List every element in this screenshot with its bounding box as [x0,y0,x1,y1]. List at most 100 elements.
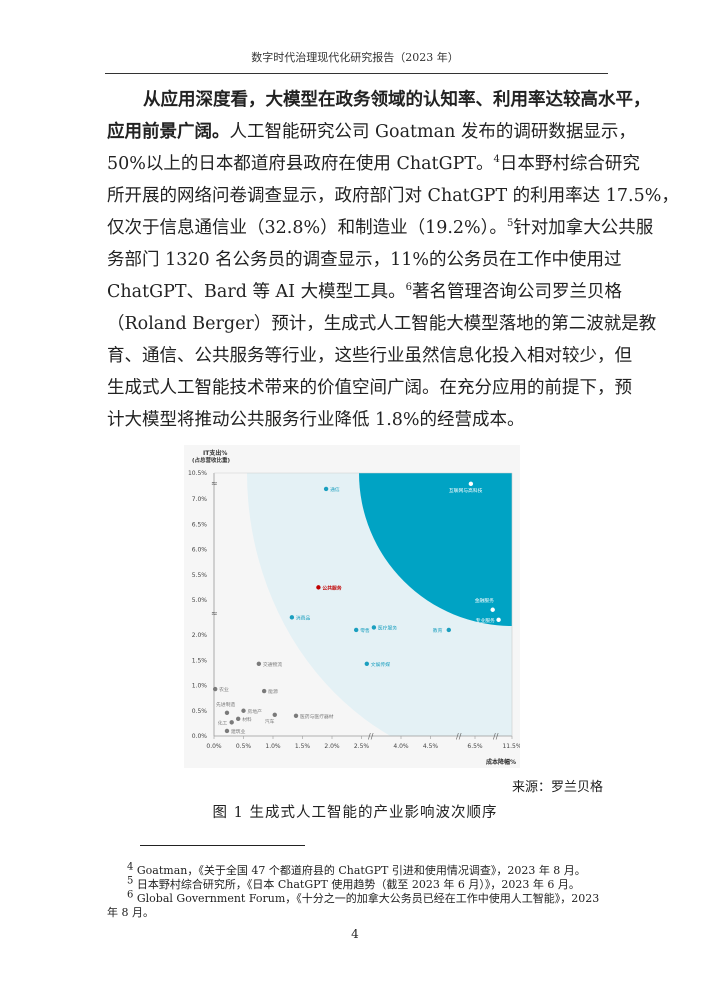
body-line: 生成式人工智能技术带来的价值空间广阔。在充分应用的前提下，预 [107,378,632,398]
body-line: 从应用深度看，大模型在政务领域的认知率、利用率达较高水平， [143,84,651,116]
bold-lead: 从应用深度看，大模型在政务领域的认知率、利用率达较高水平， [143,90,651,110]
body-line: 育、通信、公共服务等行业，这些行业虽然信息化投入相对较少，但 [107,346,632,366]
x-axis-break: // [493,732,499,741]
y-tick-label: 5.5% [192,572,208,579]
body-line: 务部门 1320 名公务员的调查显示，11%的公务员在工作中使用过 [107,250,622,270]
text: 仅次于信息通信业（32.8%）和制造业（19.2%）。 [107,218,507,238]
first-wave-zone [359,473,512,626]
header-rule [105,73,608,74]
data-point-label: 化工 [218,719,228,726]
footnote-mark: 6 [127,889,134,901]
data-point [212,686,218,692]
data-point [224,728,230,734]
data-point [490,607,495,612]
page-number: 4 [351,927,359,941]
footnote-mark: 4 [127,861,134,873]
footnote-ref[interactable]: 5 [506,218,514,230]
footnote-mark: 5 [127,875,134,887]
y-tick-label: 1.0% [192,683,208,690]
data-point-label: 材料 [242,716,252,723]
y-tick-label: 6.0% [192,547,208,554]
body-line: （Roland Berger）预计，生成式人工智能大模型落地的第二波就是教 [107,314,657,334]
data-point-label: 医疗服务 [378,624,397,631]
x-tick-label: 11.5% [502,743,520,750]
text: 日本野村综合研究 [499,154,640,174]
x-tick-label: 2.0% [324,743,340,750]
data-point [364,661,370,666]
running-header: 数字时代治理现代化研究报告（2023 年） [251,51,459,64]
data-point-label: 建筑业 [231,728,246,735]
x-tick-label: 4.5% [423,743,439,750]
body-line: 所开展的网络问卷调查显示，政府部门对 ChatGPT 的利用率达 17.5%， [107,186,679,206]
x-tick-label: 0.5% [236,743,252,750]
y-tick-label: 1.5% [192,657,208,664]
y-tick-label: 5.0% [192,597,208,604]
data-point-label: 公共服务 [322,584,341,591]
data-point [323,486,329,492]
data-point-label: 教育 [433,627,443,634]
x-tick-label: 2.5% [354,743,370,750]
footnote-text: 日本野村综合研究所，《日本 ChatGPT 使用趋势（截至 2023 年 6 月… [136,878,580,891]
data-point-label: 金融服务 [475,597,494,604]
industry-wave-chart: IT支出% (占总营收比重) 成本降幅% 0.0% 0.5% 1.0% 1.5% 2.0… [184,445,522,768]
data-point [446,627,451,633]
text: 50%以上的日本都道府县政府在使用 ChatGPT。 [107,154,494,174]
data-point [235,716,241,722]
y-axis-break: ≈ [211,479,218,488]
body-line: 50%以上的日本都道府县政府在使用 ChatGPT。4日本野村综合研究 [107,148,640,180]
data-point [256,661,262,666]
data-point [353,627,359,633]
text: 针对加拿大公共服 [513,218,654,238]
data-point [371,625,377,630]
footnote-5: 5 日本野村综合研究所，《日本 ChatGPT 使用趋势（截至 2023 年 6… [107,875,607,892]
data-point-label: 消费品 [296,614,311,621]
footnote-4: 4 Goatman，《关于全国 47 个都道府县的 ChatGPT 引进和使用情… [107,861,607,878]
y-tick-label: 7.0% [192,496,208,503]
x-tick-label: 0.0% [206,743,222,750]
footnote-6: 6 Global Government Forum，《十分之一的加拿大公务员已经… [107,889,607,920]
figure-caption: 图 1 生成式人工智能的产业影响波次顺序 [212,805,498,821]
figure-source: 来源：罗兰贝格 [511,780,603,795]
data-point [468,481,474,487]
data-point-label: 先进制造 [216,701,235,708]
data-point-label: 农业 [219,686,229,693]
data-point [241,708,246,713]
y-tick-label: 0.5% [192,708,208,715]
data-point-label: 医药与医疗器材 [300,713,334,720]
body-line: 应用前景广阔。人工智能研究公司 Goatman 发布的调研数据显示， [107,116,636,148]
y-tick-label: 0.0% [192,733,208,740]
y-tick-label: 10.5% [188,470,207,477]
data-point-label: 房地产 [248,708,263,715]
y-tick-label: 6.5% [192,521,208,528]
text: 著名管理咨询公司罗兰贝格 [412,282,623,302]
x-tick-label: 1.5% [295,743,311,750]
data-point-label: 专业服务 [476,617,495,624]
text: 人工智能研究公司 Goatman 发布的调研数据显示， [229,122,636,142]
body-line: 仅次于信息通信业（32.8%）和制造业（19.2%）。5针对加拿大公共服 [107,212,653,244]
data-point-label: 通信 [330,486,340,493]
x-axis-break: // [456,732,462,741]
data-point [272,712,277,717]
data-point [261,688,267,694]
x-tick-label: 1.0% [265,743,281,750]
footnote-rule [140,845,305,846]
data-point [293,713,299,718]
data-point-label: 零售 [360,627,370,634]
y-axis-break: ≈ [211,609,218,618]
data-point-label: 汽车 [265,718,275,725]
footnote-ref[interactable]: 4 [493,154,500,166]
data-point [229,720,234,725]
data-point [496,617,501,623]
chart-svg: IT支出% (占总营收比重) 成本降幅% 0.0% 0.5% 1.0% 1.5% 2.0… [188,449,522,766]
x-axis-title: 成本降幅% [486,758,516,766]
data-point-label: 交通物流 [263,661,282,668]
footnote-ref[interactable]: 6 [405,282,413,294]
y-axis-title: IT支出% [203,449,227,457]
footnote-text: Goatman，《关于全国 47 个都道府县的 ChatGPT 引进和使用情况调… [136,864,586,877]
body-line: ChatGPT、Bard 等 AI 大模型工具。6著名管理咨询公司罗兰贝格 [107,276,622,308]
data-point-label: 文娱传媒 [371,661,390,668]
data-point [316,585,321,590]
data-point-label: 能源 [268,688,278,695]
y-tick-label: 2.0% [192,632,208,639]
x-tick-label: 4.0% [393,743,409,750]
